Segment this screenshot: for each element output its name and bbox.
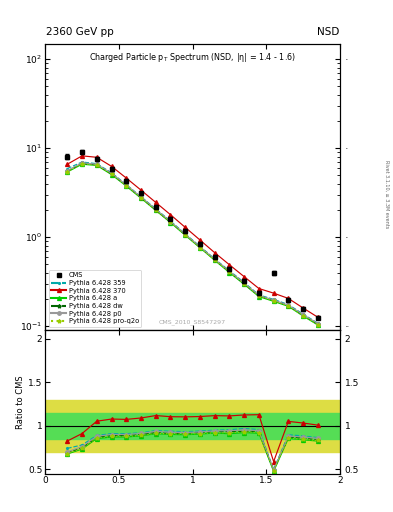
Bar	[45, 413, 340, 439]
Legend: CMS, Pythia 6.428 359, Pythia 6.428 370, Pythia 6.428 a, Pythia 6.428 dw, Pythia: CMS, Pythia 6.428 359, Pythia 6.428 370,…	[48, 270, 141, 327]
Text: Charged Particle $\mathregular{p_T}$ Spectrum (NSD, $\mathregular{|\eta|}$ = 1.4: Charged Particle $\mathregular{p_T}$ Spe…	[89, 51, 296, 63]
Text: 2360 GeV pp: 2360 GeV pp	[46, 27, 114, 37]
Text: Rivet 3.1.10, ≥ 3.3M events: Rivet 3.1.10, ≥ 3.3M events	[385, 160, 389, 229]
Text: CMS_2010_S8547297: CMS_2010_S8547297	[159, 319, 226, 325]
Text: NSD: NSD	[317, 27, 339, 37]
Y-axis label: Ratio to CMS: Ratio to CMS	[16, 375, 25, 429]
Bar	[45, 400, 340, 452]
